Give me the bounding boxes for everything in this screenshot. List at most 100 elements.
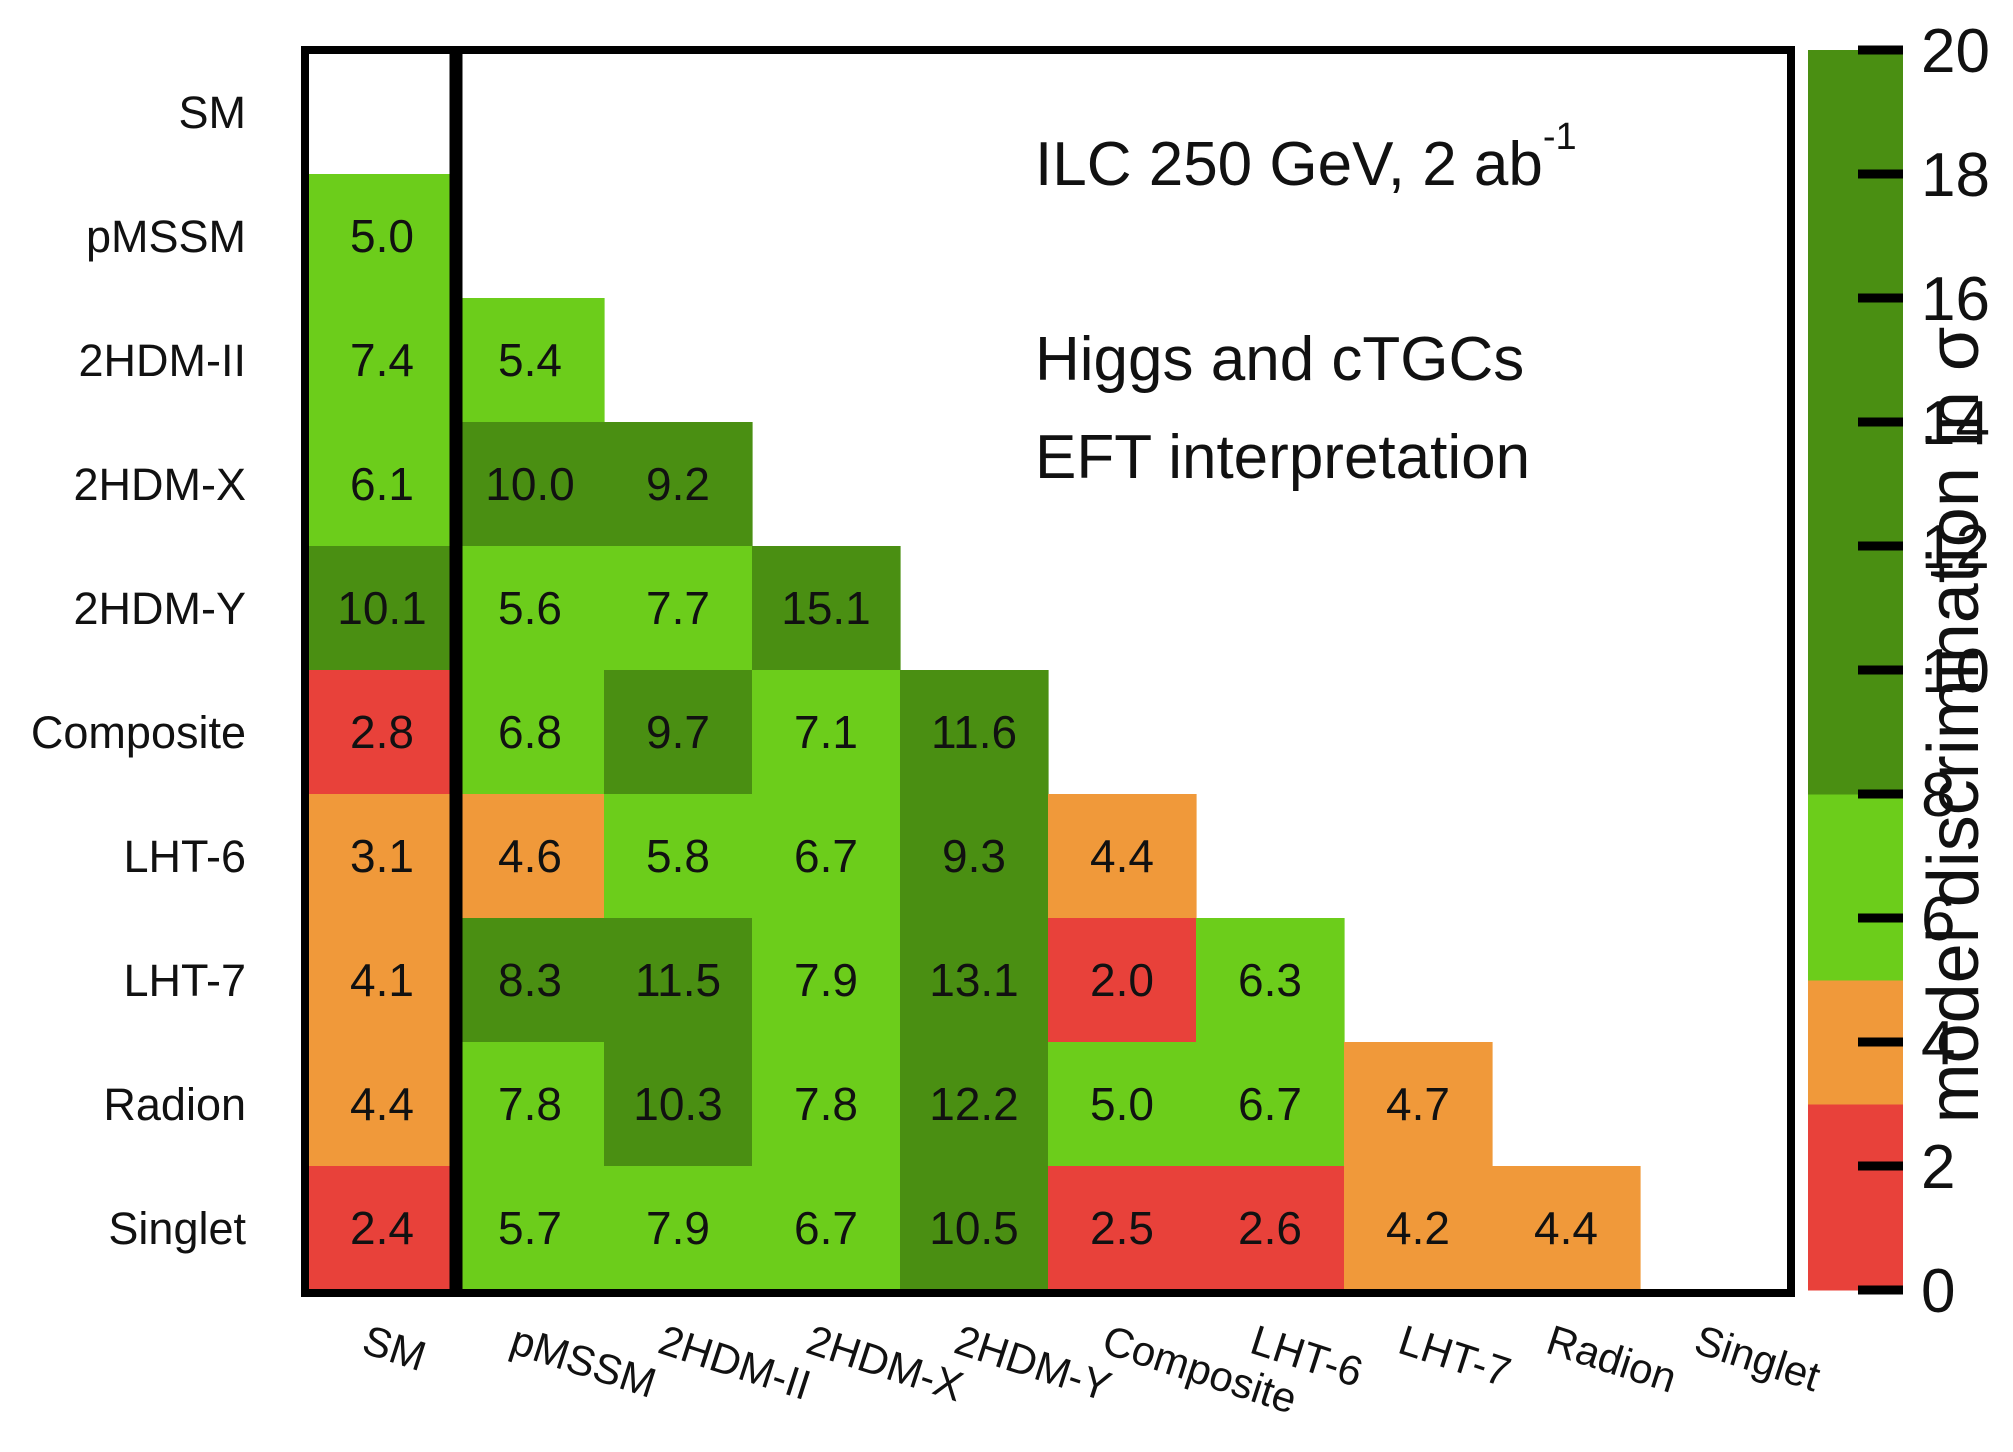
cell-Singlet-vs-Composite	[1048, 1166, 1197, 1291]
cell-Radion-vs-2HDM-II	[604, 1042, 753, 1167]
cell-value-Composite-vs-2HDM-X: 7.1	[794, 706, 858, 758]
cell-Composite-vs-2HDM-II	[604, 670, 753, 795]
row-label-Composite: Composite	[31, 707, 246, 758]
colorbar-tick-label-16: 16	[1921, 265, 1990, 334]
cell-value-Radion-vs-2HDM-X: 7.8	[794, 1078, 858, 1130]
colorbar-bin-5-8	[1808, 794, 1903, 981]
cell-Singlet-vs-Radion	[1492, 1166, 1641, 1291]
cell-LHT-7-vs-pMSSM	[456, 918, 605, 1043]
cell-value-pMSSM-vs-SM: 5.0	[350, 210, 414, 262]
cell-value-LHT-6-vs-SM: 3.1	[350, 830, 414, 882]
cell-LHT-6-vs-2HDM-X	[752, 794, 901, 919]
cell-LHT-7-vs-2HDM-X	[752, 918, 901, 1043]
cell-LHT-7-vs-2HDM-II	[604, 918, 753, 1043]
row-label-Radion: Radion	[103, 1079, 246, 1130]
annotation-line2: Higgs and cTGCs	[1035, 325, 1524, 394]
cell-Singlet-vs-2HDM-X	[752, 1166, 901, 1291]
cell-value-Singlet-vs-2HDM-Y: 10.5	[929, 1202, 1019, 1254]
cell-value-LHT-6-vs-Composite: 4.4	[1090, 830, 1154, 882]
heatmap-cells	[308, 174, 1641, 1291]
colorbar-tick-label-4: 4	[1921, 1009, 1955, 1078]
cell-LHT-6-vs-2HDM-II	[604, 794, 753, 919]
cell-value-Radion-vs-SM: 4.4	[350, 1078, 414, 1130]
colorbar-tick-label-0: 0	[1921, 1257, 1955, 1326]
plot-border	[301, 46, 1795, 1297]
colorbar-bin-0-3	[1808, 1104, 1903, 1291]
cell-value-Composite-vs-2HDM-Y: 11.6	[931, 706, 1017, 758]
cell-value-Composite-vs-SM: 2.8	[350, 706, 414, 758]
cell-value-LHT-6-vs-pMSSM: 4.6	[498, 830, 562, 882]
colorbar-tick-label-6: 6	[1921, 885, 1955, 954]
cell-value-LHT-7-vs-2HDM-X: 7.9	[794, 954, 858, 1006]
cell-LHT-6-vs-pMSSM	[456, 794, 605, 919]
cell-Singlet-vs-2HDM-II	[604, 1166, 753, 1291]
cell-value-Radion-vs-2HDM-II: 10.3	[633, 1078, 723, 1130]
row-label-Singlet: Singlet	[108, 1203, 246, 1254]
column-label-Radion: Radion	[1541, 1316, 1682, 1402]
cell-value-LHT-6-vs-2HDM-X: 6.7	[794, 830, 858, 882]
cell-Radion-vs-2HDM-X	[752, 1042, 901, 1167]
colorbar-tick-label-10: 10	[1921, 637, 1990, 706]
row-label-LHT-7: LHT-7	[123, 955, 246, 1006]
colorbar-tick-label-8: 8	[1921, 761, 1955, 830]
cell-value-Singlet-vs-Composite: 2.5	[1090, 1202, 1154, 1254]
cell-value-2HDM-II-vs-SM: 7.4	[350, 334, 414, 386]
cell-value-LHT-6-vs-2HDM-II: 5.8	[646, 830, 710, 882]
cell-2HDM-II-vs-SM	[308, 298, 457, 423]
cell-value-Singlet-vs-SM: 2.4	[350, 1202, 414, 1254]
annotation-line1-superscript: -1	[1543, 116, 1577, 158]
column-labels: SM pMSSM2HDM-II2HDM-X2HDM-YCompositeLHT-6…	[357, 1316, 1826, 1423]
cell-value-2HDM-Y-vs-SM: 10.1	[337, 582, 427, 634]
annotation-line1: ILC 250 GeV, 2 ab-1	[1035, 116, 1577, 199]
cell-Composite-vs-2HDM-X	[752, 670, 901, 795]
cell-value-Singlet-vs-2HDM-II: 7.9	[646, 1202, 710, 1254]
cell-LHT-6-vs-2HDM-Y	[900, 794, 1049, 919]
column-label-pMSSM: pMSSM	[505, 1316, 662, 1407]
cell-value-Singlet-vs-LHT-7: 4.2	[1386, 1202, 1450, 1254]
cell-2HDM-X-vs-SM	[308, 422, 457, 547]
cell-Composite-vs-SM	[308, 670, 457, 795]
cell-value-Singlet-vs-pMSSM: 5.7	[498, 1202, 562, 1254]
cell-value-LHT-7-vs-Composite: 2.0	[1090, 954, 1154, 1006]
cell-LHT-6-vs-Composite	[1048, 794, 1197, 919]
colorbar-title: model discrimination in σ	[1914, 327, 1994, 1124]
column-label-Singlet: Singlet	[1689, 1316, 1826, 1400]
cell-value-LHT-6-vs-2HDM-Y: 9.3	[942, 830, 1006, 882]
cell-Radion-vs-LHT-6	[1196, 1042, 1345, 1167]
cell-LHT-7-vs-SM	[308, 918, 457, 1043]
colorbar-tick-label-14: 14	[1921, 389, 1990, 458]
column-label-2HDM-X: 2HDM-X	[801, 1316, 969, 1410]
row-label-2HDM-Y: 2HDM-Y	[73, 583, 246, 634]
cell-value-LHT-7-vs-2HDM-II: 11.5	[635, 954, 721, 1006]
cell-value-2HDM-X-vs-2HDM-II: 9.2	[646, 458, 710, 510]
cell-Singlet-vs-LHT-7	[1344, 1166, 1493, 1291]
cell-Composite-vs-pMSSM	[456, 670, 605, 795]
cell-value-Singlet-vs-LHT-6: 2.6	[1238, 1202, 1302, 1254]
annotation-line1-text: ILC 250 GeV, 2 ab	[1035, 130, 1543, 199]
row-labels: SM pMSSM 2HDM-II 2HDM-X 2HDM-Y Composite LHT-6…	[31, 87, 247, 1254]
cell-Radion-vs-LHT-7	[1344, 1042, 1493, 1167]
cell-value-Singlet-vs-2HDM-X: 6.7	[794, 1202, 858, 1254]
cell-pMSSM-vs-SM	[308, 174, 457, 299]
row-label-2HDM-X: 2HDM-X	[73, 459, 246, 510]
cell-2HDM-Y-vs-2HDM-X	[752, 546, 901, 671]
cell-2HDM-Y-vs-2HDM-II	[604, 546, 753, 671]
cell-Radion-vs-SM	[308, 1042, 457, 1167]
column-label-LHT-7: LHT-7	[1393, 1316, 1516, 1396]
row-label-LHT-6: LHT-6	[123, 831, 246, 882]
cell-2HDM-Y-vs-pMSSM	[456, 546, 605, 671]
cell-value-Radion-vs-LHT-6: 6.7	[1238, 1078, 1302, 1130]
cell-value-Radion-vs-pMSSM: 7.8	[498, 1078, 562, 1130]
colorbar-tick-label-2: 2	[1921, 1133, 1955, 1202]
colorbar-tick-label-18: 18	[1921, 141, 1990, 210]
annotation-line3: EFT interpretation	[1035, 423, 1530, 492]
cell-value-Radion-vs-LHT-7: 4.7	[1386, 1078, 1450, 1130]
cell-Singlet-vs-pMSSM	[456, 1166, 605, 1291]
cell-Singlet-vs-SM	[308, 1166, 457, 1291]
cell-value-2HDM-II-vs-pMSSM: 5.4	[498, 334, 562, 386]
cell-Radion-vs-Composite	[1048, 1042, 1197, 1167]
column-label-SM: SM	[357, 1316, 431, 1380]
plot-frame	[301, 46, 1795, 1297]
